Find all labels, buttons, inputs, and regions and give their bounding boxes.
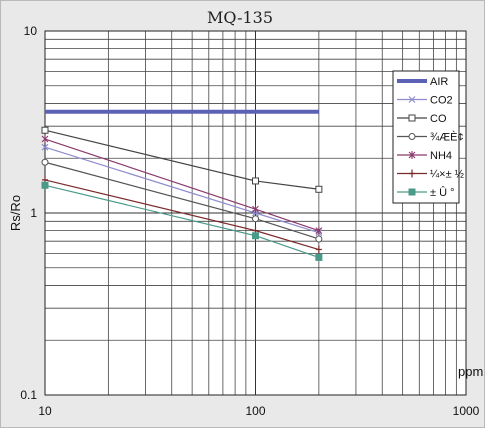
data-point (252, 177, 259, 185)
data-point (315, 185, 323, 193)
legend-item: NH4 (397, 150, 452, 162)
y-tick-label: 1 (30, 206, 37, 220)
legend-label: CO2 (430, 95, 453, 107)
x-tick-label: 100 (245, 404, 265, 418)
legend-label: AIR (430, 76, 448, 88)
data-point (408, 151, 416, 159)
legend-label: NH4 (430, 150, 452, 162)
legend-item: ¾ÆÈ¢ (397, 131, 464, 144)
legend-label: ± Û ° (430, 186, 455, 199)
data-point (315, 253, 323, 261)
data-point (41, 143, 49, 151)
data-point (252, 205, 259, 214)
series-nh4 (41, 135, 323, 235)
data-point (408, 114, 416, 122)
series-co (41, 126, 323, 193)
data-point (252, 232, 259, 240)
data-point (315, 245, 322, 254)
data-point (252, 215, 259, 223)
legend-label: ¾ÆÈ¢ (430, 131, 464, 144)
data-point (408, 188, 416, 196)
legend-item: ¼×± ½ (397, 169, 464, 181)
tick-labels: 10 100 1000 10 1 0.1 (20, 24, 479, 418)
x-tick-label: 10 (38, 404, 52, 418)
y-tick-label: 10 (24, 24, 38, 38)
x-tick-label: 1000 (453, 404, 480, 418)
data-point (408, 133, 416, 140)
series-- (41, 158, 323, 243)
legend-label: ¼×± ½ (430, 169, 464, 181)
legend-label: CO (430, 113, 447, 125)
data-point (41, 126, 49, 134)
legend-item: CO (397, 113, 447, 125)
y-tick-label: 0.1 (20, 388, 37, 402)
series-- (41, 181, 323, 261)
data-point (41, 181, 49, 189)
plot-area (44, 30, 467, 396)
data-point (41, 135, 49, 144)
legend-item: AIR (397, 76, 448, 88)
legend-item: CO2 (397, 95, 453, 107)
data-point (315, 235, 323, 243)
data-point (41, 158, 49, 166)
chart-title: MQ-135 (207, 8, 273, 27)
y-axis-label: Rs/Ro (8, 195, 23, 231)
legend: AIR CO2 CO ¾ÆÈ¢ NH4 ¼×± ½ ± Û ° (392, 70, 464, 204)
data-point (409, 169, 415, 178)
legend-item: ± Û ° (397, 186, 455, 199)
data-point (315, 226, 323, 235)
data-point (408, 96, 416, 103)
series-layer (41, 109, 323, 261)
x-axis-label: ppm (458, 364, 483, 379)
